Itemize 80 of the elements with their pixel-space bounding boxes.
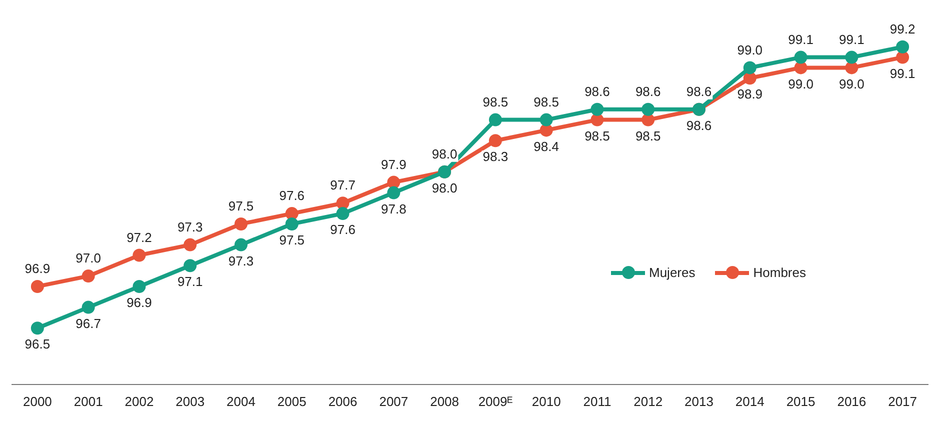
legend-label: Mujeres [649, 265, 696, 280]
data-label: 96.5 [24, 336, 50, 352]
data-label: 99.1 [839, 32, 864, 47]
data-label: 97.6 [330, 222, 356, 238]
x-tick-label: 2008 [430, 394, 460, 409]
point [845, 50, 858, 64]
x-tick-label: 2007 [379, 394, 408, 409]
x-tick-label: 2017 [888, 394, 918, 409]
x-tick-label: 2009ᴱ [478, 394, 514, 409]
point [642, 102, 655, 116]
x-tick-label: 2014 [735, 394, 764, 409]
data-label: 97.8 [381, 201, 406, 216]
x-tick-label: 2015 [786, 394, 816, 409]
point [184, 238, 197, 252]
point [590, 113, 604, 126]
point [30, 322, 44, 335]
data-label: 97.7 [330, 178, 356, 193]
data-label: 97.3 [228, 253, 254, 268]
data-label: 97.3 [177, 219, 203, 234]
data-label: 98.6 [686, 118, 712, 133]
data-label: 98.0 [432, 180, 458, 196]
point [540, 113, 553, 126]
data-label: 97.1 [177, 274, 203, 290]
point [82, 270, 95, 283]
point [285, 207, 298, 220]
data-label: 97.6 [279, 188, 305, 204]
x-tick-label: 2003 [176, 394, 205, 409]
data-label: 98.0 [432, 146, 458, 162]
point [234, 238, 248, 252]
data-label: 98.6 [584, 84, 610, 99]
x-tick-label: 2002 [124, 394, 154, 409]
x-tick-label: 2000 [22, 394, 52, 409]
x-tick-label: 2016 [837, 394, 866, 409]
data-label: 97.0 [76, 250, 101, 266]
x-tick-label: 2004 [226, 394, 256, 409]
x-tick-label: 2013 [684, 394, 714, 409]
data-label: 96.9 [126, 295, 152, 310]
point [234, 217, 248, 230]
point [336, 207, 350, 220]
data-label: 98.5 [584, 128, 610, 144]
data-label: 99.0 [788, 76, 814, 92]
point [896, 40, 910, 54]
data-label: 98.4 [534, 138, 559, 154]
data-label: 97.2 [126, 230, 152, 245]
point [794, 50, 808, 64]
point [30, 280, 44, 293]
data-label: 98.9 [737, 86, 763, 102]
point [132, 248, 146, 262]
data-label: 97.5 [228, 198, 254, 214]
data-label: 98.5 [635, 128, 661, 144]
data-label: 97.9 [381, 156, 406, 172]
data-label: 99.1 [890, 66, 916, 81]
legend-label: Hombres [753, 265, 806, 280]
data-label: 96.7 [76, 316, 101, 331]
x-tick-label: 2012 [634, 394, 663, 409]
data-label: 98.3 [482, 149, 508, 164]
point [132, 280, 146, 293]
point [285, 217, 298, 230]
point [387, 186, 400, 200]
point [590, 102, 604, 116]
point [488, 113, 502, 126]
data-label: 99.1 [788, 32, 814, 47]
data-label: 98.6 [635, 84, 661, 99]
x-tick-label: 2011 [583, 394, 612, 409]
data-label: 97.5 [279, 232, 305, 248]
data-label: 98.5 [534, 94, 559, 110]
x-tick-label: 2005 [277, 394, 306, 409]
x-tick-label: 2001 [74, 394, 103, 409]
data-label: 99.0 [839, 76, 864, 92]
x-tick-label: 2006 [328, 394, 358, 409]
point [488, 134, 502, 148]
point [743, 61, 756, 74]
data-label: 99.0 [737, 42, 763, 58]
data-label: 98.5 [482, 94, 508, 110]
data-label: 99.2 [890, 21, 916, 36]
data-label: 98.6 [686, 84, 712, 99]
point [184, 259, 197, 272]
point [82, 300, 95, 314]
x-tick-label: 2010 [532, 394, 561, 409]
data-label: 96.9 [24, 261, 50, 276]
